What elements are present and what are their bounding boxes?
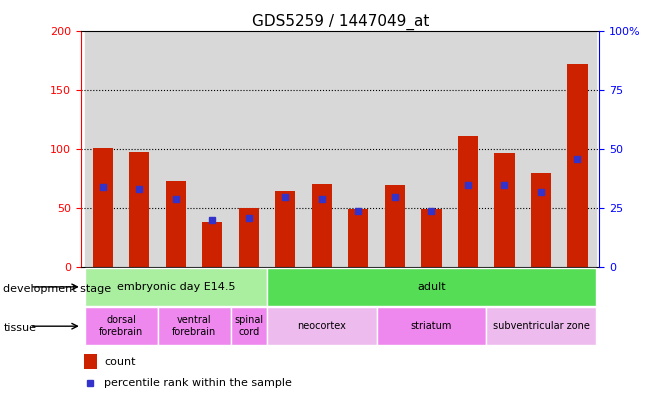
Bar	[523, 31, 559, 267]
Text: dorsal
forebrain: dorsal forebrain	[99, 316, 143, 337]
Text: adult: adult	[417, 282, 446, 292]
Bar	[267, 268, 596, 306]
Bar	[413, 31, 450, 267]
Bar	[84, 354, 97, 369]
Bar	[157, 307, 231, 345]
Text: spinal
cord: spinal cord	[235, 316, 264, 337]
Bar	[568, 64, 588, 267]
Bar	[385, 185, 405, 267]
Title: GDS5259 / 1447049_at: GDS5259 / 1447049_at	[251, 14, 429, 30]
Bar	[231, 307, 267, 345]
Text: embryonic day E14.5: embryonic day E14.5	[117, 282, 235, 292]
Bar	[267, 31, 304, 267]
Bar	[494, 153, 515, 267]
Text: neocortex: neocortex	[297, 321, 347, 331]
Bar	[450, 31, 486, 267]
Bar	[85, 307, 157, 345]
Bar	[239, 208, 259, 267]
Bar	[340, 31, 376, 267]
Text: tissue: tissue	[3, 323, 36, 333]
Bar	[349, 209, 369, 267]
Bar	[93, 148, 113, 267]
Bar	[312, 184, 332, 267]
Bar	[85, 268, 267, 306]
Text: development stage: development stage	[3, 284, 111, 294]
Bar	[376, 307, 486, 345]
Bar	[458, 136, 478, 267]
Bar	[130, 152, 150, 267]
Bar	[559, 31, 596, 267]
Text: subventricular zone: subventricular zone	[492, 321, 590, 331]
Text: percentile rank within the sample: percentile rank within the sample	[104, 378, 292, 389]
Bar	[157, 31, 194, 267]
Text: count: count	[104, 357, 136, 367]
Bar	[304, 31, 340, 267]
Bar	[166, 181, 186, 267]
Bar	[275, 191, 295, 267]
Bar	[202, 222, 222, 267]
Bar	[194, 31, 231, 267]
Bar	[267, 307, 376, 345]
Bar	[85, 31, 121, 267]
Bar	[486, 307, 596, 345]
Bar	[531, 173, 551, 267]
Text: ventral
forebrain: ventral forebrain	[172, 316, 216, 337]
Bar	[231, 31, 267, 267]
Bar	[486, 31, 523, 267]
Bar	[376, 31, 413, 267]
Bar	[121, 31, 157, 267]
Bar	[421, 209, 441, 267]
Text: striatum: striatum	[411, 321, 452, 331]
